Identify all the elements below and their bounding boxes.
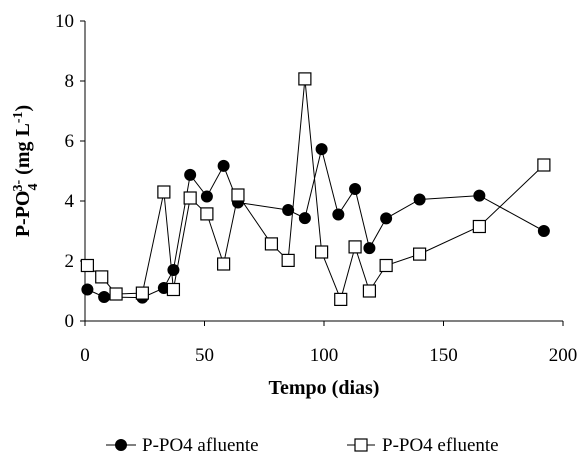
data-point-efluente [80, 258, 94, 273]
data-point-efluente [217, 257, 231, 271]
data-point-efluente [348, 240, 362, 254]
data-point-afluente [298, 212, 311, 225]
tick-marks [80, 20, 564, 326]
y-tick-label: 8 [65, 71, 75, 92]
data-point-efluente [281, 253, 295, 267]
data-point-efluente [413, 247, 427, 261]
data-point-afluente [349, 183, 362, 195]
data-point-afluente [98, 291, 111, 303]
legend-item-afluente: P-PO4 afluente [106, 435, 259, 456]
data-point-efluente [135, 286, 149, 300]
x-tick-label: 50 [195, 345, 214, 366]
y-tick-label: 10 [55, 11, 74, 32]
data-point-afluente [217, 159, 230, 172]
data-point-efluente [231, 188, 245, 202]
data-point-efluente [315, 245, 329, 259]
data-point-efluente [264, 237, 279, 251]
data-point-afluente [332, 208, 345, 221]
series-efluente [80, 72, 551, 306]
data-point-afluente [380, 212, 393, 225]
data-point-afluente [200, 190, 213, 203]
data-point-efluente [157, 185, 171, 199]
data-point-efluente [298, 72, 312, 86]
x-tick-label: 200 [549, 345, 578, 366]
legend-label-efluente: P-PO4 efluente [382, 435, 499, 456]
data-point-efluente [472, 219, 486, 234]
data-point-efluente [109, 287, 123, 301]
data-point-afluente [413, 193, 426, 206]
series-line-efluente [87, 78, 545, 301]
y-tick-label: 4 [65, 191, 75, 212]
data-point-efluente [362, 284, 377, 298]
legend-marker-efluente [354, 438, 368, 452]
data-point-afluente [473, 189, 486, 202]
x-tick-label: 100 [310, 345, 339, 366]
y-tick-label: 6 [65, 131, 75, 152]
data-point-afluente [537, 225, 550, 237]
data-point-afluente [81, 283, 94, 296]
legend-item-efluente: P-PO4 efluente [347, 435, 499, 456]
data-point-efluente [379, 258, 393, 273]
legend-label-afluente: P-PO4 afluente [142, 435, 259, 456]
y-tick-label: 0 [65, 311, 75, 332]
data-point-efluente [166, 282, 181, 297]
data-point-efluente [95, 270, 109, 284]
data-point-efluente [200, 207, 214, 221]
x-tick-label: 150 [429, 345, 458, 366]
legend: P-PO4 afluente P-PO4 efluente [106, 435, 499, 456]
data-point-afluente [363, 242, 376, 255]
y-tick-label: 2 [65, 251, 75, 272]
series-layer [80, 72, 551, 306]
data-point-afluente [184, 168, 197, 181]
data-point-afluente [315, 143, 328, 156]
x-tick-label: 0 [80, 345, 90, 366]
data-point-efluente [537, 158, 551, 172]
y-axis-title: P-PO43- (mg L-1) [11, 105, 41, 237]
x-axis-title: Tempo (dias) [269, 377, 380, 399]
legend-marker-afluente [115, 439, 127, 451]
axes [84, 21, 563, 322]
data-point-efluente [183, 191, 197, 205]
data-point-efluente [334, 292, 348, 306]
data-point-afluente [282, 204, 295, 216]
